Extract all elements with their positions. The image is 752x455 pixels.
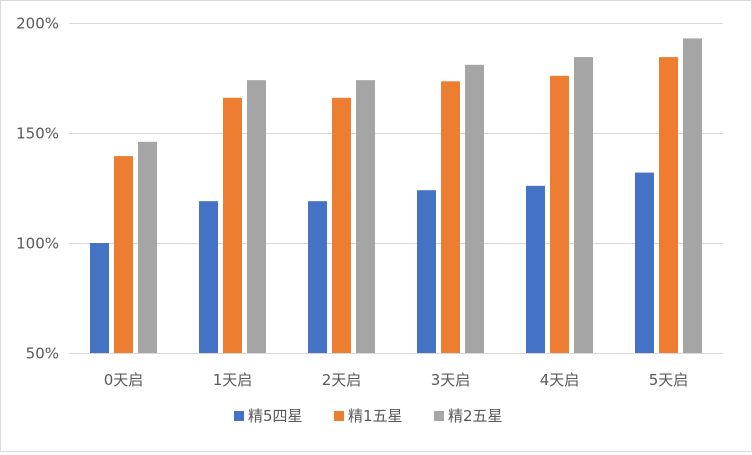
bar: [223, 97, 242, 353]
x-tick-label: 2天启: [322, 371, 362, 389]
legend-swatch: [434, 411, 444, 421]
y-axis-ticks: 50% 100% 150% 200%: [16, 15, 59, 363]
legend-label: 精1五星: [348, 407, 403, 425]
legend-item: 精5四星: [234, 407, 303, 425]
bar: [526, 185, 545, 353]
x-tick-label: 1天启: [213, 371, 253, 389]
legend-label: 精5四星: [248, 407, 303, 425]
bar: [417, 190, 436, 353]
bar: [138, 141, 157, 353]
y-tick-label: 150%: [16, 125, 59, 143]
bar: [683, 38, 702, 354]
legend-item: 精1五星: [334, 407, 403, 425]
legend-item: 精2五星: [434, 407, 503, 425]
bar: [550, 75, 569, 354]
y-tick-label: 200%: [16, 15, 59, 33]
bar: [114, 156, 133, 353]
x-tick-label: 4天启: [540, 371, 580, 389]
bar: [574, 57, 593, 353]
x-axis-ticks: 0天启 1天启 2天启 3天启 4天启 5天启: [104, 371, 689, 389]
bar: [90, 243, 109, 353]
y-tick-label: 50%: [26, 345, 59, 363]
bar: [659, 57, 678, 353]
x-tick-label: 3天启: [431, 371, 471, 389]
legend-label: 精2五星: [448, 407, 503, 425]
bar: [308, 201, 327, 353]
legend-swatch: [334, 411, 344, 421]
bar: [635, 172, 654, 353]
bars: [90, 38, 702, 354]
bar: [441, 81, 460, 354]
legend-swatch: [234, 411, 244, 421]
legend: 精5四星 精1五星 精2五星: [234, 407, 503, 425]
gridlines: [69, 23, 723, 354]
x-tick-label: 5天启: [649, 371, 689, 389]
bar: [199, 201, 218, 353]
x-tick-label: 0天启: [104, 371, 144, 389]
bar: [247, 80, 266, 353]
bar: [356, 80, 375, 353]
y-tick-label: 100%: [16, 235, 59, 253]
bar: [465, 64, 484, 354]
bar: [332, 97, 351, 353]
